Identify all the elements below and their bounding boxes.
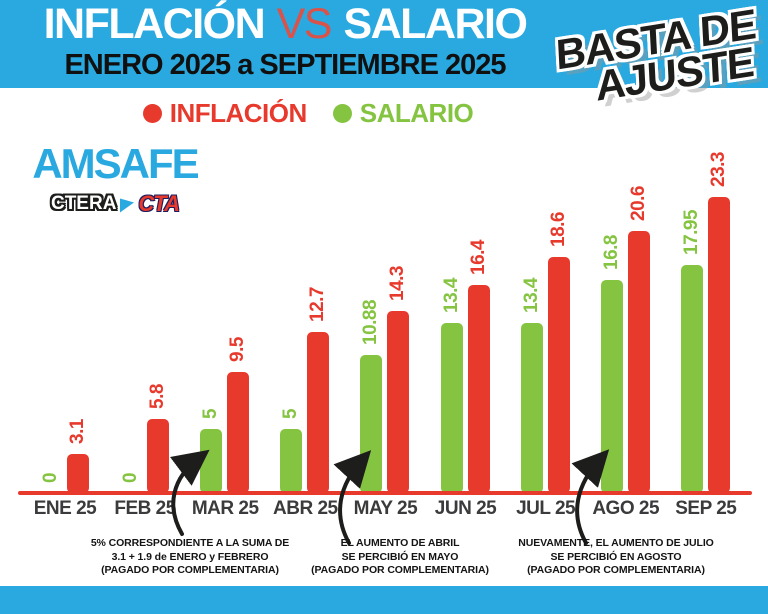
page-subtitle: ENERO 2025 a SEPTIEMBRE 2025 <box>64 49 506 81</box>
inflation-value-label: 20.6 <box>627 186 649 221</box>
ctera-logo-text: CTERA <box>50 193 117 214</box>
amsafe-logo: AMSAFE CTERA CTA <box>30 143 200 217</box>
salary-bar <box>440 323 463 493</box>
inflation-bar <box>387 311 410 493</box>
x-axis-label: AGO 25 <box>592 498 660 519</box>
inflation-bar <box>147 419 170 493</box>
inflation-value-label: 23.3 <box>707 152 729 187</box>
salary-value-label: 13.4 <box>440 278 462 313</box>
x-axis-label: FEB 25 <box>114 498 176 519</box>
annotation-line: NUEVAMENTE, EL AUMENTO DE JULIO <box>518 537 714 549</box>
annotation-line: 5% CORRESPONDIENTE A LA SUMA DE <box>90 537 290 549</box>
inflation-bar <box>707 197 730 493</box>
annotation-line: (PAGADO POR COMPLEMENTARIA) <box>311 564 489 577</box>
annotation-line: SE PERCIBIÓ EN AGOSTO <box>550 550 682 563</box>
inflation-value-label: 3.1 <box>67 419 88 444</box>
x-axis-label: ABR 25 <box>273 498 338 519</box>
page-title: INFLACIÓN VS SALARIO <box>0 0 570 48</box>
cta-logo-text: CTA <box>138 191 180 216</box>
footer-band <box>0 586 768 614</box>
legend-item-inflacion: INFLACIÓN <box>142 98 308 129</box>
x-axis-label: SEP 25 <box>675 498 737 519</box>
inflation-bar <box>627 231 650 493</box>
salary-value-label: 5 <box>200 408 222 419</box>
inflation-bar <box>307 332 330 493</box>
inflation-bar <box>227 372 250 493</box>
salary-bar <box>600 280 623 493</box>
legend-label-inflacion: INFLACIÓN <box>169 98 308 128</box>
annotation-line: SE PERCIBIÓ EN MAYO <box>341 550 459 563</box>
ctera-cta-logo: CTERA CTA <box>30 191 200 217</box>
legend-item-salario: SALARIO <box>332 98 474 129</box>
salary-value-label: 16.8 <box>600 235 622 270</box>
annotation-line: EL AUMENTO DE ABRIL <box>340 537 460 549</box>
inflation-dot-icon <box>142 104 162 123</box>
annotation-abril-mayo: EL AUMENTO DE ABRIL SE PERCIBIÓ EN MAYO … <box>275 537 525 578</box>
salary-bar <box>360 355 383 493</box>
salary-value-label: 17.95 <box>680 209 702 255</box>
annotation-line: (PAGADO POR COMPLEMENTARIA) <box>101 564 279 577</box>
salary-value-label: 10.88 <box>360 299 382 345</box>
salary-bar <box>520 323 543 493</box>
title-vs: VS <box>276 0 333 48</box>
inflation-value-label: 5.8 <box>147 384 169 409</box>
salary-value-label: 5 <box>280 408 302 419</box>
salary-value-label: 13.4 <box>520 278 542 313</box>
annotation-line: 3.1 + 1.9 de ENERO y FEBRERO <box>111 550 269 563</box>
header-band <box>0 0 768 88</box>
x-axis-line <box>18 491 752 495</box>
inflation-value-label: 16.4 <box>467 240 489 275</box>
annotation-enero-febrero: 5% CORRESPONDIENTE A LA SUMA DE 3.1 + 1.… <box>65 537 315 578</box>
legend-label-salario: SALARIO <box>359 98 474 128</box>
x-axis-label: JUL 25 <box>516 498 576 519</box>
inflation-bar <box>547 257 570 493</box>
amsafe-logo-text: AMSAFE <box>32 140 199 187</box>
inflation-value-label: 18.6 <box>547 212 569 247</box>
bar-chart: 0 3.1 ENE 25 0 5.8 FEB 25 5 9.5 MAR 25 5 12.7 ABR 2… <box>0 150 768 519</box>
x-axis-label: MAR 25 <box>191 498 259 519</box>
title-salario: SALARIO <box>343 0 528 48</box>
salary-bar <box>680 265 703 493</box>
salary-bar <box>200 429 223 493</box>
salary-value-label: 0 <box>120 472 142 483</box>
annotation-line: (PAGADO POR COMPLEMENTARIA) <box>527 564 705 577</box>
chart-legend: INFLACIÓN SALARIO <box>0 98 616 129</box>
x-axis-label: JUN 25 <box>434 498 497 519</box>
salary-dot-icon <box>332 104 352 123</box>
inflation-value-label: 14.3 <box>387 266 409 301</box>
inflation-value-label: 12.7 <box>307 287 329 322</box>
x-axis-label: ENE 25 <box>33 498 97 519</box>
title-inflacion: INFLACIÓN <box>43 0 266 48</box>
inflation-value-label: 9.5 <box>227 337 249 362</box>
salary-value-label: 0 <box>40 472 61 483</box>
x-axis-label: MAY 25 <box>353 498 418 519</box>
annotation-julio-agosto: NUEVAMENTE, EL AUMENTO DE JULIO SE PERCI… <box>491 537 741 578</box>
salary-bar <box>280 429 303 493</box>
inflation-bar <box>67 454 89 493</box>
inflation-bar <box>467 285 490 493</box>
